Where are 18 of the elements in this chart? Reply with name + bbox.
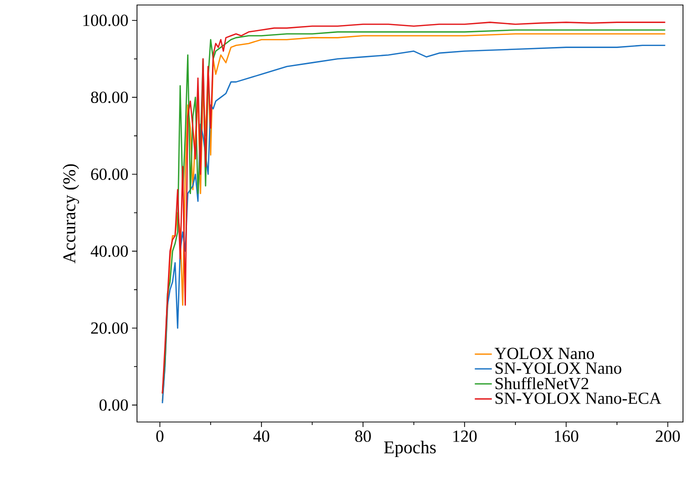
x-tick-label: 80 [355,430,371,442]
y-tick-label: 100.00 [83,14,128,26]
legend-label: SN-YOLOX Nano-ECA [496,392,662,404]
legend-label: YOLOX Nano [494,348,594,360]
x-tick-label: 120 [453,430,477,442]
x-tick-label: 200 [656,430,680,442]
y-tick-label: 60.00 [91,168,128,180]
x-tick-label: 160 [554,430,578,442]
x-tick-label: 0 [156,430,164,442]
y-tick-label: 20.00 [91,322,128,334]
y-tick-label: 40.00 [90,245,128,257]
y-tick-label: 0.00 [100,399,128,411]
y-axis-title: Accuracy (%) [62,164,80,264]
x-tick-label: 40 [253,430,270,442]
legend-label: SN-YOLOX Nano [496,362,622,374]
y-tick-label: 80.00 [91,92,128,104]
legend-label: ShuffleNetV2 [496,377,588,390]
x-axis-title: Epochs [384,440,436,458]
